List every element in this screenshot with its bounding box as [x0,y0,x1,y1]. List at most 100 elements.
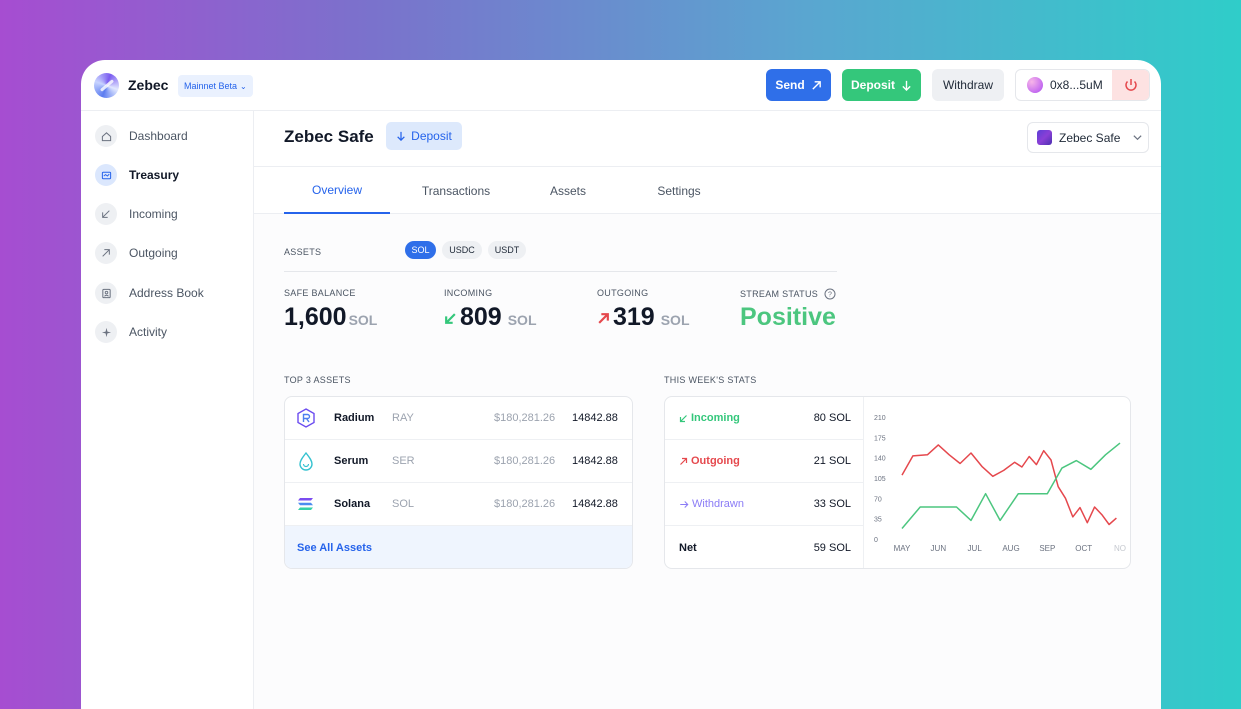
asset-usd-value: $180,281.26 [494,455,556,467]
table-row[interactable]: Serum SER $180,281.26 14842.88 [285,440,632,483]
safe-balance-unit: SOL [348,312,378,328]
tab-overview[interactable]: Overview [284,167,390,214]
weekly-incoming-value: 80 SOL [813,412,851,424]
sidebar-item-treasury[interactable]: Treasury [95,164,179,186]
withdraw-button[interactable]: Withdraw [932,69,1004,101]
network-selector[interactable]: Mainnet Beta ⌄ [178,75,253,97]
asset-usd-value: $180,281.26 [494,498,556,510]
svg-text:?: ? [828,292,832,299]
y-tick-label: 140 [874,456,886,463]
asset-name: Solana [334,498,371,510]
sidebar-item-label: Address Book [129,286,204,300]
asset-symbol: SOL [392,498,415,510]
sidebar-item-activity[interactable]: Activity [95,321,167,343]
safe-balance-amount: 1,600 [284,303,347,331]
tab-settings[interactable]: Settings [634,167,724,214]
arrow-up-right-icon [598,313,609,324]
power-icon [1124,79,1137,91]
sidebar-item-label: Outgoing [129,246,178,260]
safe-selector[interactable]: Zebec Safe [1027,122,1149,153]
asset-chip-usdt[interactable]: USDT [488,241,526,259]
page-header: Zebec Safe Deposit Zebec Safe [254,111,1161,167]
sidebar-item-outgoing[interactable]: Outgoing [95,242,178,264]
header-deposit-button[interactable]: Deposit [386,122,462,150]
weekly-outgoing-label: Outgoing [679,455,740,467]
asset-chip-usdc[interactable]: USDC [442,241,482,259]
x-tick-label: JUL [968,544,983,553]
help-icon[interactable]: ? [824,288,836,300]
disconnect-button[interactable] [1112,70,1149,100]
incoming-series-line [901,442,1121,529]
send-button[interactable]: Send [766,69,831,101]
withdraw-button-label: Withdraw [942,78,993,92]
deposit-button[interactable]: Deposit [842,69,921,101]
arrow-down-left-icon [445,313,456,324]
table-row[interactable]: Radium RAY $180,281.26 14842.88 [285,397,632,440]
chevron-down-icon: ⌄ [240,81,247,91]
sidebar-item-label: Dashboard [129,129,188,143]
sidebar-item-dashboard[interactable]: Dashboard [95,125,188,147]
stats-divider [284,271,837,272]
stream-status-header: STREAM STATUS ? [740,288,836,300]
serum-icon [299,451,313,471]
safe-balance-value: 1,600 SOL [284,303,377,332]
home-icon [95,125,117,147]
sidebar-item-label: Incoming [129,207,178,221]
send-button-label: Send [775,78,805,92]
table-row[interactable]: Solana SOL $180,281.26 14842.88 [285,483,632,526]
sidebar: Dashboard Treasury Incoming Outgoing Add… [81,111,254,709]
outgoing-amount: 319 [613,303,655,331]
weekly-withdrawn-label: Withdrawn [679,498,744,510]
safe-selector-label: Zebec Safe [1059,130,1121,145]
asset-name: Serum [334,455,369,467]
top-bar: Zebec Mainnet Beta ⌄ Send Deposit Withdr… [81,60,1161,111]
y-tick-label: 175 [874,435,886,442]
tab-assets[interactable]: Assets [524,167,612,214]
sidebar-item-incoming[interactable]: Incoming [95,203,178,225]
address-book-icon [95,282,117,304]
tab-label: Overview [311,182,362,197]
arrow-down-left-icon [679,414,687,422]
arrow-down-left-icon [95,203,117,225]
wallet-button[interactable]: 0x8...5uM [1015,69,1150,101]
arrow-up-right-icon [812,80,821,90]
y-tick-label: 35 [874,517,882,524]
safe-balance-label: SAFE BALANCE [284,288,356,298]
wallet-avatar [1027,77,1043,93]
outgoing-series-line [901,444,1117,526]
see-all-assets-link[interactable]: See All Assets [285,526,632,568]
list-item: Withdrawn 33 SOL [665,483,863,526]
solana-icon [298,498,313,510]
list-item: Net 59 SOL [665,526,863,568]
list-item: Incoming 80 SOL [665,397,863,440]
tab-label: Transactions [421,183,491,198]
outgoing-unit: SOL [660,312,690,328]
x-tick-label: SEP [1039,544,1055,553]
weekly-net-value: 59 SOL [813,542,851,554]
asset-symbol: RAY [392,412,414,424]
asset-chip-sol[interactable]: SOL [405,241,436,259]
sidebar-item-label: Treasury [129,168,180,182]
sidebar-item-address-book[interactable]: Address Book [95,282,204,304]
weekly-net-label: Net [679,542,697,554]
incoming-label: INCOMING [444,288,493,298]
arrow-up-right-icon [95,242,117,264]
top-assets-label: TOP 3 ASSETS [284,375,351,385]
weekly-row-label: Outgoing [691,455,740,467]
asset-amount: 14842.88 [572,412,618,424]
header-deposit-label: Deposit [411,129,452,143]
raydium-icon [297,408,315,428]
tab-label: Assets [549,183,586,198]
network-label: Mainnet Beta [184,81,238,91]
safe-icon [1037,130,1052,145]
weekly-line-chart: 210 175 140 105 70 35 0 MAY JUN JUL AUG SEP OCT NO [874,415,1126,553]
incoming-value: 809 SOL [444,303,537,332]
y-tick-label: 70 [874,496,882,503]
main-content: Zebec Safe Deposit Zebec Safe Overview T… [254,111,1161,709]
stream-status-value: Positive [740,303,836,331]
tab-transactions[interactable]: Transactions [404,167,508,214]
asset-amount: 14842.88 [572,455,618,467]
tab-label: Settings [657,183,701,198]
incoming-amount: 809 [460,303,502,331]
y-tick-label: 105 [874,476,886,483]
